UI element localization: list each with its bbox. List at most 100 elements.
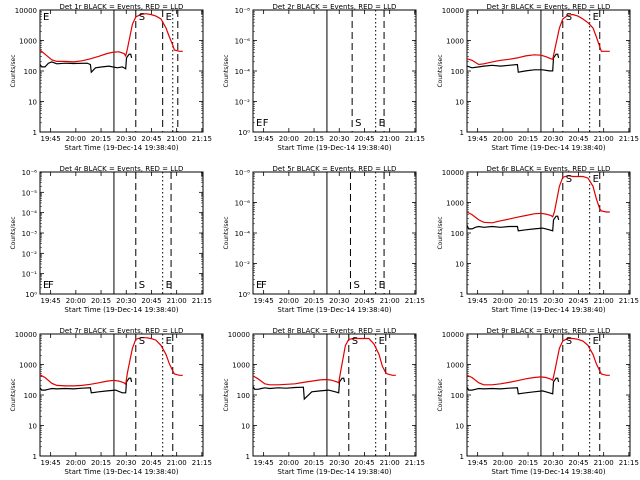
events-series-line [466, 53, 560, 73]
marker-letter-s: S [353, 280, 359, 291]
y-tick-label: 10⁻² [235, 99, 251, 107]
x-tick-label: 20:00 [493, 135, 513, 143]
marker-letter-e: E [593, 174, 599, 185]
x-tick-label: 21:00 [594, 459, 614, 467]
x-tick-label: 20:45 [568, 297, 588, 305]
x-tick-label: 20:15 [91, 135, 111, 143]
x-tick-label: 21:00 [167, 459, 187, 467]
panel-title: Det 5r BLACK = Events, RED = LLD [273, 165, 397, 173]
x-tick-label: 20:00 [66, 135, 86, 143]
marker-letter-s: S [566, 336, 572, 347]
x-tick-label: 20:00 [493, 459, 513, 467]
x-tick-label: 20:15 [518, 135, 538, 143]
y-tick-label: 10⁻⁶ [22, 169, 38, 177]
y-tick-label: 10⁰ [238, 291, 250, 299]
x-tick-label: 20:45 [354, 297, 374, 305]
y-tick-label: 100 [24, 392, 37, 400]
x-tick-label: 21:15 [192, 135, 212, 143]
x-axis-label: Start Time (19-Dec-14 19:38:40) [491, 306, 605, 314]
marker-letter-e: E [43, 12, 49, 23]
panel-title: Det 3r BLACK = Events, RED = LLD [487, 3, 611, 11]
y-tick-label: 10000 [442, 331, 464, 339]
x-tick-label: 19:45 [41, 459, 61, 467]
x-tick-label: 20:15 [518, 459, 538, 467]
x-tick-label: 20:15 [518, 297, 538, 305]
panel-det-6r: Det 6r BLACK = Events, RED = LLD 1 10 100 10… [437, 165, 639, 314]
marker-letter-e: E [166, 336, 172, 347]
marker-letter-f: F [43, 12, 49, 23]
x-tick-label: 19:45 [254, 135, 274, 143]
x-tick-label: 21:15 [619, 135, 639, 143]
panel-title: Det 1r BLACK = Events, RED = LLD [60, 3, 184, 11]
lld-series-line [466, 337, 610, 386]
y-tick-label: 1 [33, 129, 37, 137]
y-tick-label: 10⁰ [238, 129, 250, 137]
x-tick-label: 21:15 [192, 297, 212, 305]
y-tick-label: 10⁻⁴ [235, 230, 251, 238]
x-tick-label: 19:45 [254, 297, 274, 305]
x-tick-label: 20:15 [91, 459, 111, 467]
x-tick-label: 20:00 [279, 297, 299, 305]
y-tick-label: 100 [24, 68, 37, 76]
x-axis-label: Start Time (19-Dec-14 19:38:40) [277, 468, 391, 476]
y-tick-label: 10⁻² [235, 261, 251, 269]
panel-det-7r: Det 7r BLACK = Events, RED = LLD 1 10 100 10… [10, 327, 212, 476]
panel-title: Det 6r BLACK = Events, RED = LLD [487, 165, 611, 173]
x-axis-label: Start Time (19-Dec-14 19:38:40) [64, 306, 178, 314]
x-tick-label: 21:15 [405, 459, 425, 467]
panel-title: Det 8r BLACK = Events, RED = LLD [273, 327, 397, 335]
panel-det-1r: Det 1r BLACK = Events, RED = LLD 1 10 100 10… [10, 3, 212, 152]
marker-letter-e: E [43, 280, 49, 291]
marker-letter-e: E [593, 336, 599, 347]
marker-letter-s: S [139, 336, 145, 347]
y-tick-label: 1000 [446, 200, 464, 208]
x-tick-label: 21:15 [192, 459, 212, 467]
lld-series-line [252, 337, 396, 386]
y-tick-label: 1000 [19, 38, 37, 46]
y-tick-label: 10 [455, 99, 464, 107]
marker-letter-e: E [256, 118, 262, 129]
x-tick-label: 20:30 [543, 135, 563, 143]
x-tick-label: 21:00 [380, 135, 400, 143]
x-tick-label: 21:00 [380, 459, 400, 467]
y-tick-label: 10⁻⁶ [235, 200, 251, 208]
x-tick-label: 21:15 [619, 297, 639, 305]
marker-letter-s: S [566, 12, 572, 23]
y-tick-label: 10000 [15, 331, 37, 339]
y-tick-label: 10000 [15, 7, 37, 15]
x-tick-label: 21:15 [405, 135, 425, 143]
y-tick-label: 10⁻² [22, 250, 38, 258]
y-tick-label: 10 [28, 423, 37, 431]
marker-letter-e: E [379, 118, 385, 129]
x-tick-label: 20:45 [568, 135, 588, 143]
y-tick-label: 10⁻³ [22, 230, 38, 238]
x-tick-label: 20:30 [116, 135, 136, 143]
x-tick-label: 20:30 [116, 459, 136, 467]
y-tick-label: 1 [460, 129, 464, 137]
x-axis-label: Start Time (19-Dec-14 19:38:40) [491, 468, 605, 476]
events-series-line [252, 377, 346, 401]
x-tick-label: 20:45 [354, 135, 374, 143]
plot-frame [252, 9, 417, 133]
y-tick-label: 1 [460, 453, 464, 461]
x-axis-label: Start Time (19-Dec-14 19:38:40) [277, 144, 391, 152]
y-tick-label: 10⁰ [25, 291, 37, 299]
panel-det-8r: Det 8r BLACK = Events, RED = LLD 1 10 100 10… [223, 327, 425, 476]
x-tick-label: 20:15 [304, 459, 324, 467]
x-tick-label: 20:30 [329, 459, 349, 467]
x-tick-label: 21:00 [380, 297, 400, 305]
y-tick-label: 10000 [442, 169, 464, 177]
x-tick-label: 20:45 [141, 459, 161, 467]
y-tick-label: 10 [455, 423, 464, 431]
panel-title: Det 4r BLACK = Events, RED = LLD [60, 165, 184, 173]
y-tick-label: 10⁻⁶ [235, 38, 251, 46]
x-tick-label: 21:15 [619, 459, 639, 467]
y-axis-label: Counts/sec [437, 216, 444, 249]
x-axis-label: Start Time (19-Dec-14 19:38:40) [491, 144, 605, 152]
lld-series-line [39, 13, 183, 63]
plot-frame [39, 9, 204, 133]
x-tick-label: 21:00 [167, 135, 187, 143]
x-tick-label: 21:15 [405, 297, 425, 305]
x-tick-label: 19:45 [468, 135, 488, 143]
